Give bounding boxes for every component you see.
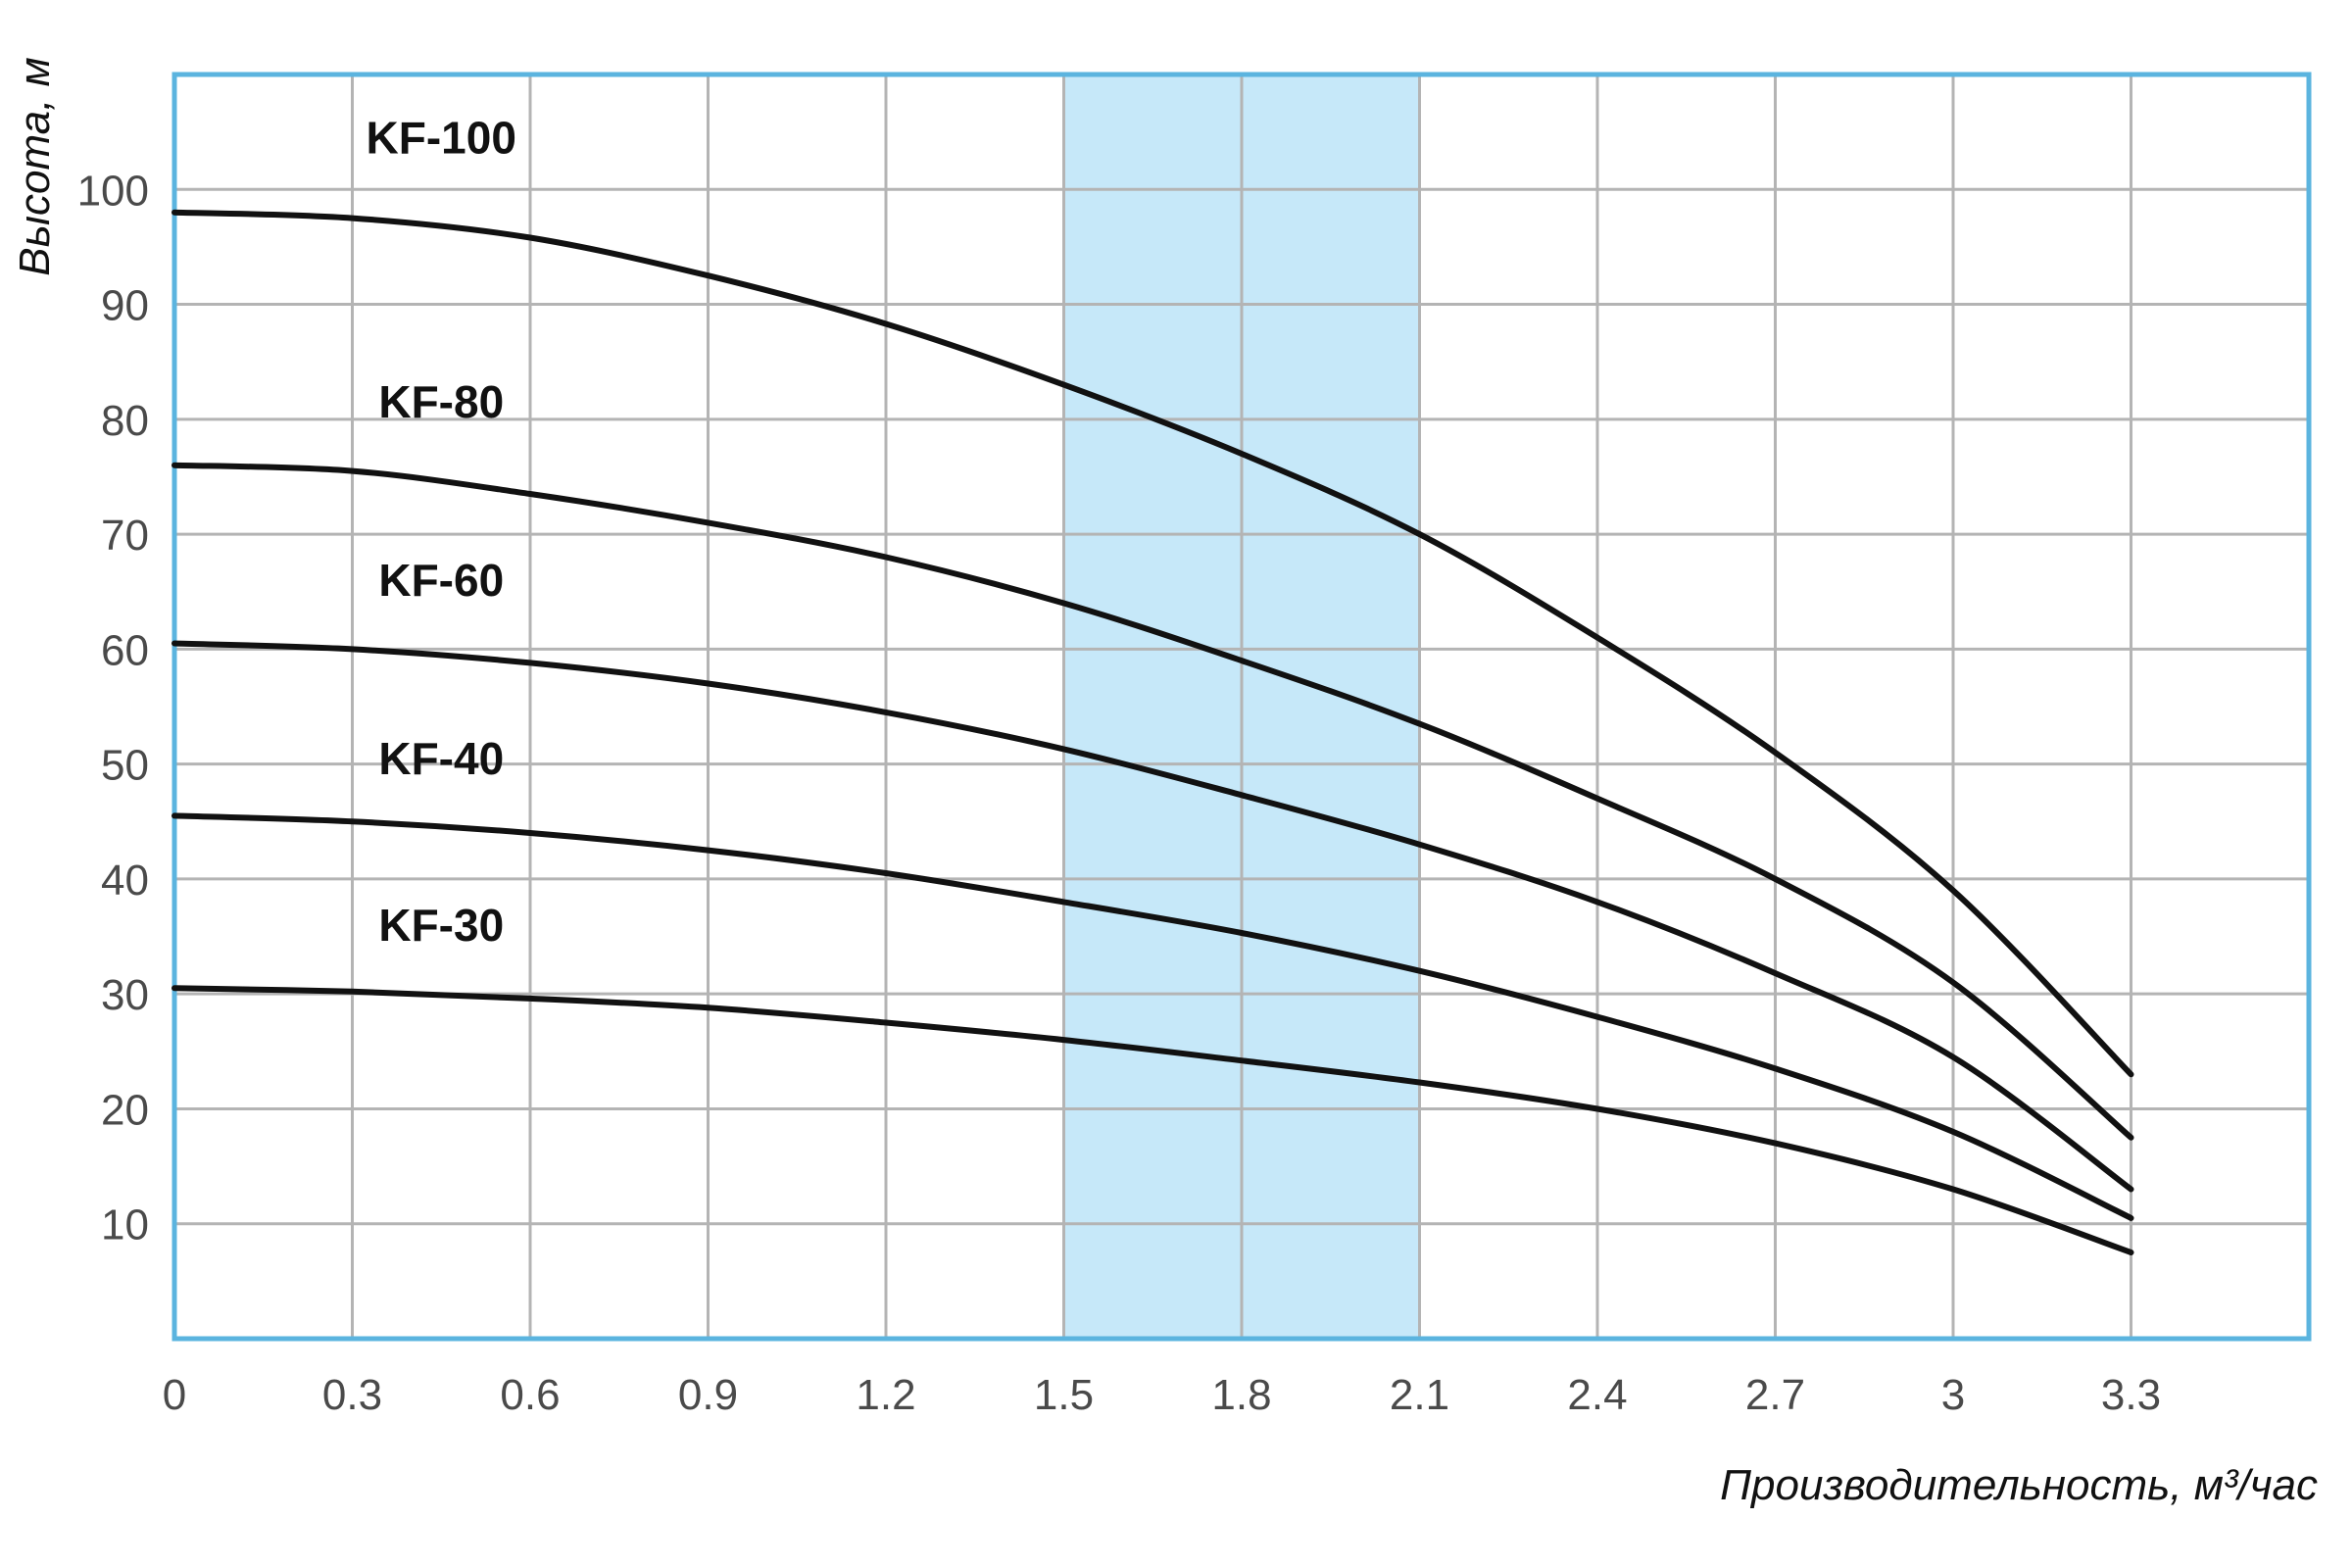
x-tick-label: 1.5 <box>1034 1371 1094 1419</box>
x-axis-title: Производительность, м³/час <box>1720 1461 2318 1509</box>
x-tick-label: 3.3 <box>2101 1371 2161 1419</box>
series-label-kf-40: KF-40 <box>378 733 504 784</box>
y-axis-title: Высота, м <box>11 57 59 275</box>
x-tick-label: 0.6 <box>500 1371 560 1419</box>
y-tick-label: 100 <box>77 167 149 215</box>
plot-frame <box>172 72 2312 1342</box>
series-curve-kf-40 <box>172 812 2134 1221</box>
y-tick-label: 40 <box>101 857 149 905</box>
series-label-kf-100: KF-100 <box>367 113 516 164</box>
y-tick-labels: 10 20 30 40 50 60 70 80 90 100 <box>77 167 149 1249</box>
x-tick-label: 3 <box>1941 1371 1965 1419</box>
plot-frame-layer <box>172 72 2312 1342</box>
x-tick-label: 2.1 <box>1390 1371 1449 1419</box>
x-tick-label: 0.3 <box>322 1371 382 1419</box>
grid-layer <box>174 74 2309 1339</box>
series-curve-kf-100 <box>172 209 2134 1078</box>
series-curve-kf-60 <box>172 640 2134 1193</box>
y-tick-label: 10 <box>101 1201 149 1250</box>
x-tick-labels: 0 0.3 0.6 0.9 1.2 1.5 1.8 2.1 2.4 2.7 3 3.3 <box>163 1371 2161 1419</box>
x-tick-label: 0 <box>163 1371 186 1419</box>
series-curve-kf-30 <box>172 985 2134 1255</box>
x-tick-label: 0.9 <box>678 1371 738 1419</box>
y-tick-label: 20 <box>101 1086 149 1134</box>
series-curves-layer <box>172 209 2134 1255</box>
y-tick-label: 50 <box>101 742 149 790</box>
series-label-kf-60: KF-60 <box>378 555 504 606</box>
x-tick-label: 1.8 <box>1211 1371 1271 1419</box>
series-label-kf-80: KF-80 <box>378 376 504 427</box>
y-tick-label: 70 <box>101 512 149 560</box>
series-labels: KF-100 KF-80 KF-60 KF-40 KF-30 <box>367 113 516 951</box>
y-tick-label: 30 <box>101 971 149 1019</box>
x-tick-label: 2.4 <box>1567 1371 1627 1419</box>
series-curve-kf-80 <box>172 462 2134 1141</box>
y-tick-label: 60 <box>101 626 149 674</box>
x-tick-label: 2.7 <box>1745 1371 1805 1419</box>
series-label-kf-30: KF-30 <box>378 900 504 951</box>
y-tick-label: 80 <box>101 397 149 445</box>
x-tick-label: 1.2 <box>856 1371 915 1419</box>
y-tick-label: 90 <box>101 282 149 330</box>
